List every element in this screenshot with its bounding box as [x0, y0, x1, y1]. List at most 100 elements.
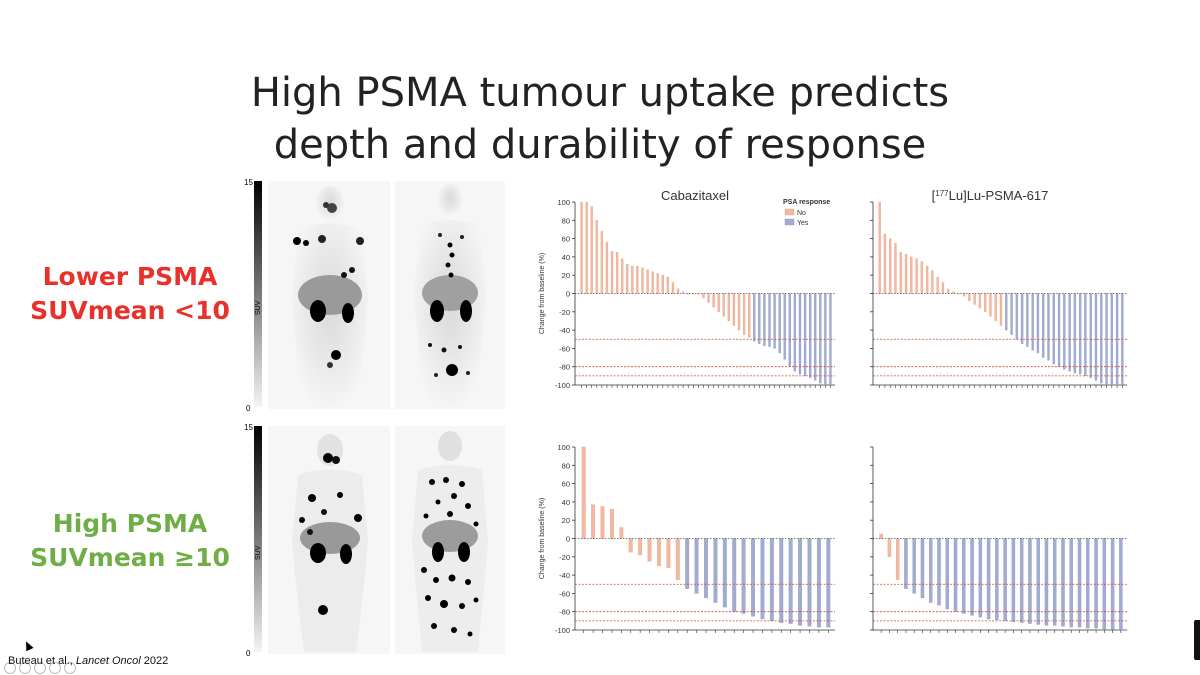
- bar: [760, 538, 765, 620]
- bar: [619, 527, 624, 539]
- bar: [986, 538, 991, 620]
- bar: [628, 538, 633, 553]
- legend-label-no: No: [797, 210, 806, 217]
- bar: [968, 293, 971, 301]
- bar: [722, 293, 725, 317]
- bar: [925, 265, 929, 294]
- bar: [742, 293, 746, 335]
- bar: [941, 282, 945, 294]
- bar: [753, 293, 756, 342]
- bar: [763, 293, 766, 346]
- bar: [889, 238, 892, 294]
- bar: [713, 538, 718, 603]
- bar: [704, 538, 708, 599]
- high-psma-label: High PSMA SUVmean ≥10: [30, 507, 230, 575]
- bar: [1086, 538, 1090, 629]
- y-tick-label: -40: [559, 326, 570, 335]
- bar: [636, 265, 639, 294]
- bar: [904, 538, 908, 589]
- toolbar-next-icon[interactable]: [19, 662, 31, 674]
- bar: [591, 504, 596, 539]
- bar: [947, 288, 950, 294]
- slide-show-toolbar[interactable]: [4, 662, 76, 674]
- bar: [590, 206, 593, 294]
- bar: [814, 293, 817, 381]
- bar: [646, 269, 649, 294]
- y-tick-label: 20: [562, 271, 570, 280]
- lower-psma-label: Lower PSMA SUVmean <10: [30, 260, 230, 328]
- toolbar-slides-icon[interactable]: [64, 662, 76, 674]
- bar: [1047, 293, 1050, 361]
- bar: [878, 201, 881, 294]
- bar: [1003, 538, 1007, 621]
- bar: [984, 293, 987, 312]
- bar: [1031, 293, 1034, 351]
- bar: [600, 231, 604, 294]
- bar: [722, 538, 727, 608]
- bar: [1063, 293, 1066, 370]
- toolbar-prev-icon[interactable]: [4, 662, 16, 674]
- bar: [1015, 293, 1018, 340]
- bar: [732, 538, 737, 612]
- bar: [595, 220, 598, 294]
- bar: [1084, 293, 1087, 376]
- bar: [717, 293, 720, 312]
- bar: [671, 282, 675, 294]
- suv-max-label: 15: [244, 423, 253, 432]
- y-tick-label: -80: [559, 363, 570, 372]
- toolbar-pen-icon[interactable]: [34, 662, 46, 674]
- bar: [1094, 538, 1098, 629]
- y-tick-label: 80: [562, 461, 570, 470]
- y-tick-label: 0: [566, 535, 570, 544]
- bar: [600, 506, 605, 539]
- toolbar-zoom-icon[interactable]: [49, 662, 61, 674]
- bar: [788, 293, 791, 367]
- pet-scan-lower: 15 0 SUV: [244, 178, 505, 413]
- bar: [793, 293, 797, 372]
- slide-title-line-2: depth and durability of response: [273, 121, 927, 168]
- pet-scan-lower-patient-2: [414, 184, 486, 407]
- pet-scan-high-patient-2: [412, 431, 488, 652]
- bar: [1026, 293, 1029, 347]
- waterfall-high-cabazitaxel: 100 80 60 40 20 0 -20 -40 -60 -80 -100 Change from …: [539, 443, 835, 635]
- y-tick-label: 100: [557, 443, 570, 452]
- bar: [978, 293, 982, 309]
- bar: [651, 271, 654, 294]
- bar: [773, 293, 776, 349]
- bar: [610, 251, 614, 294]
- bar: [605, 242, 609, 294]
- bar: [1028, 538, 1032, 624]
- bar: [788, 538, 793, 624]
- bar: [585, 201, 588, 294]
- bar: [732, 293, 736, 326]
- bar: [894, 243, 897, 294]
- lower-psma-label-line-2: SUVmean <10: [30, 296, 230, 325]
- bar: [621, 258, 624, 294]
- bar: [989, 293, 992, 317]
- bar: [798, 293, 802, 375]
- y-tick-label: 40: [562, 498, 570, 507]
- bar: [937, 538, 941, 606]
- bar: [953, 538, 958, 612]
- bar: [962, 538, 966, 614]
- y-tick-label: -20: [559, 308, 570, 317]
- bar: [1052, 293, 1055, 365]
- slide-title: High PSMA tumour uptake predicts depth a…: [150, 67, 1050, 171]
- bar: [783, 293, 786, 360]
- suv-colorbar: [254, 181, 262, 407]
- pet-scan-high: 15 0 SUV: [244, 423, 505, 658]
- legend-title: PSA response: [783, 199, 830, 206]
- bar: [807, 538, 812, 627]
- bar: [945, 538, 949, 610]
- bar: [970, 538, 974, 616]
- citation-journal: Lancet Oncol: [75, 655, 141, 667]
- citation-year: 2022: [140, 655, 169, 667]
- legend-swatch-no: [784, 208, 795, 216]
- bar: [973, 293, 976, 305]
- bar: [895, 538, 900, 580]
- legend-label-yes: Yes: [797, 220, 809, 227]
- bar: [609, 509, 614, 539]
- legend-swatch-yes: [784, 218, 795, 226]
- y-tick-label: -100: [555, 626, 570, 635]
- y-tick-label: -100: [555, 381, 570, 390]
